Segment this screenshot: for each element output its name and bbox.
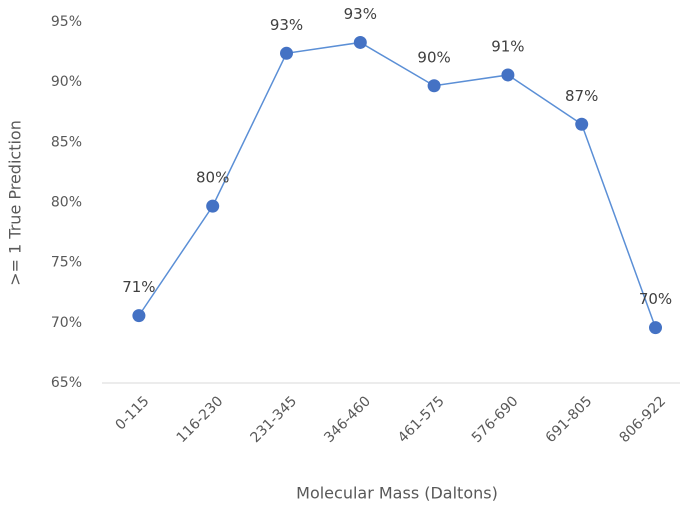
data-point	[575, 117, 589, 131]
data-point	[427, 79, 441, 93]
data-point	[206, 199, 220, 213]
y-tick-label: 90%	[51, 74, 82, 90]
x-tick-label: 576-690	[469, 393, 522, 446]
data-label: 71%	[122, 278, 155, 296]
y-tick-label: 70%	[51, 315, 82, 331]
data-point	[353, 35, 367, 49]
y-tick-label: 95%	[51, 14, 82, 30]
y-tick-label: 65%	[51, 375, 82, 391]
y-tick-label: 85%	[51, 134, 82, 150]
y-tick-label: 75%	[51, 255, 82, 271]
data-label: 80%	[196, 169, 229, 187]
data-point	[280, 46, 293, 60]
data-label: 70%	[639, 290, 672, 308]
data-point	[132, 309, 146, 323]
x-tick-label: 0-115	[112, 393, 152, 433]
data-point	[501, 68, 515, 82]
x-tick-label: 231-345	[247, 393, 300, 446]
x-tick-label: 116-230	[174, 393, 227, 446]
data-label: 93%	[344, 5, 377, 23]
x-tick-label: 806-922	[616, 393, 669, 446]
data-label: 91%	[491, 37, 524, 55]
x-tick-label: 346-460	[321, 393, 374, 446]
x-axis-title: Molecular Mass (Daltons)	[296, 484, 498, 503]
x-tick-label: 691-805	[543, 393, 596, 446]
data-label: 87%	[565, 87, 598, 105]
data-point	[649, 321, 662, 335]
data-label: 93%	[270, 16, 303, 34]
data-line	[138, 41, 657, 328]
x-tick-label: 461-575	[395, 393, 448, 446]
data-label: 90%	[417, 48, 450, 66]
y-tick-label: 80%	[51, 195, 82, 211]
y-axis-title: >= 1 True Prediction	[6, 120, 25, 286]
